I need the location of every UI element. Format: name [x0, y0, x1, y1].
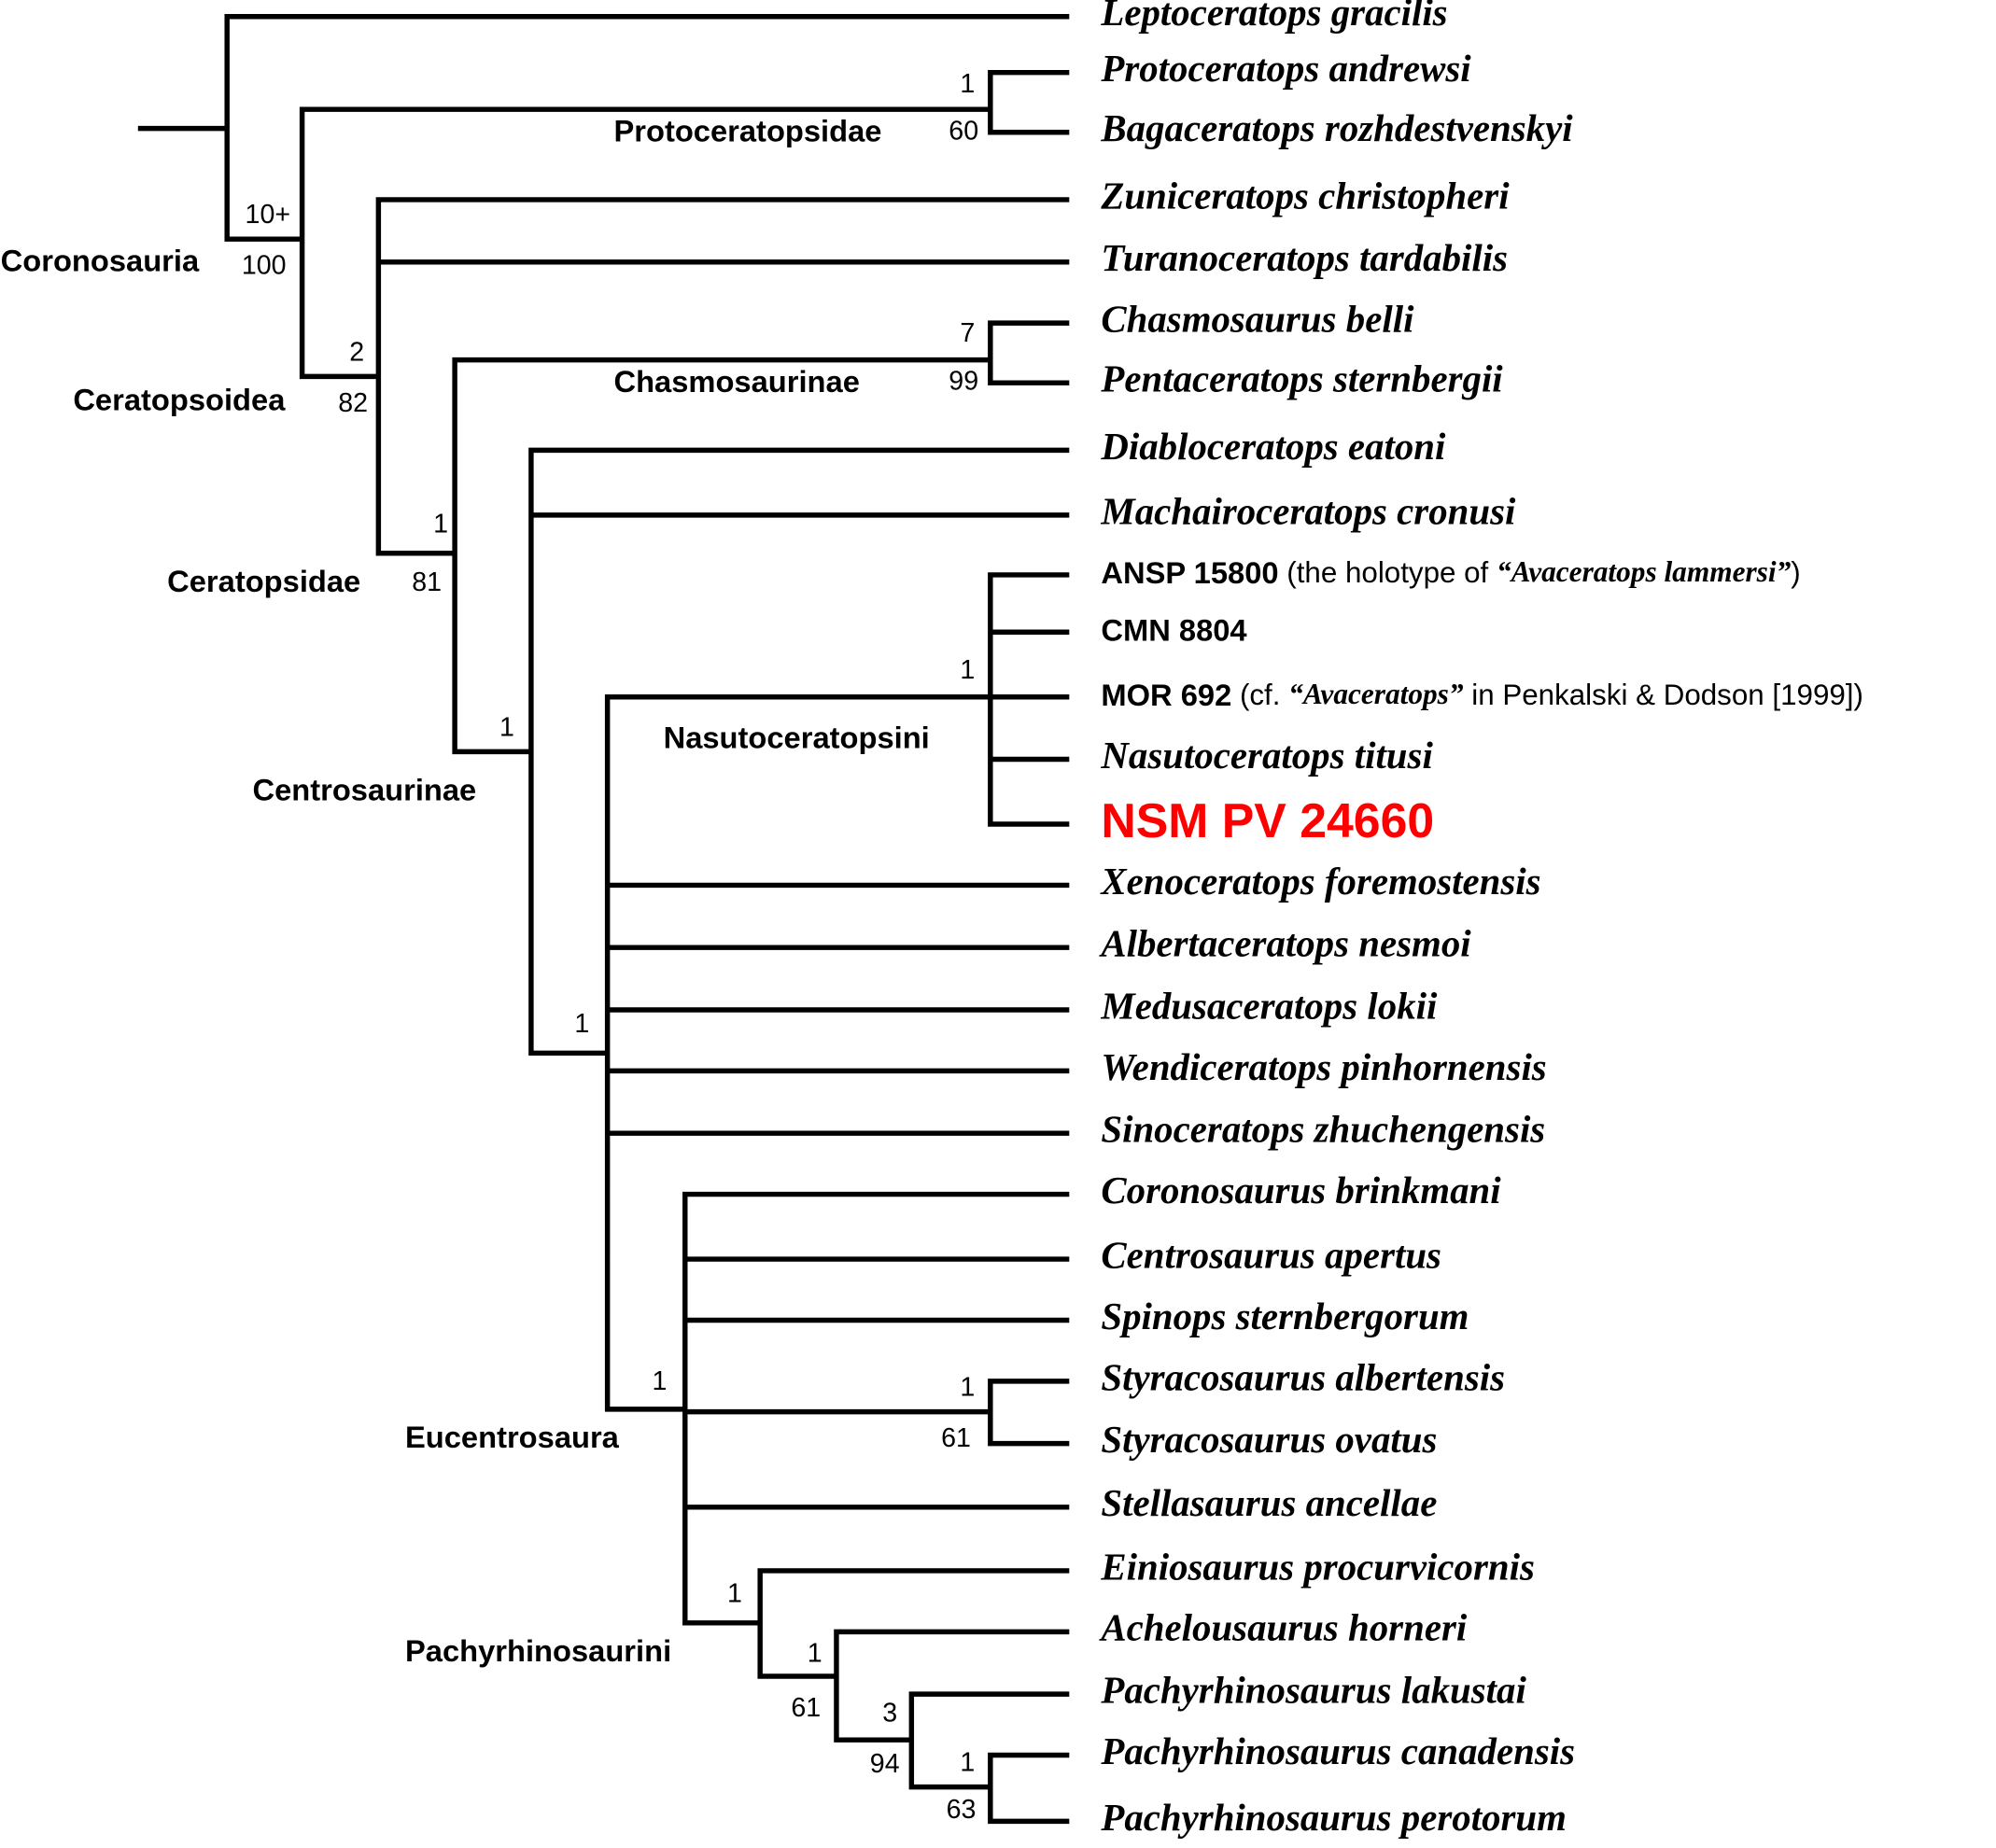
taxon-label-part: in Penkalski & Dodson [1999])	[1464, 679, 1863, 711]
bremer-support: 3	[882, 1698, 897, 1728]
bremer-support: 1	[960, 655, 975, 685]
taxon-label: Zuniceratops christopheri	[1100, 175, 1510, 217]
taxon-label: Pentaceratops sternbergii	[1100, 358, 1503, 400]
taxon-label: Turanoceratops tardabilis	[1101, 237, 1508, 279]
taxon-label: Medusaceratops lokii	[1100, 985, 1438, 1027]
taxon-label: Leptoceratops gracilis	[1100, 0, 1447, 34]
taxon-label: Wendiceratops pinhornensis	[1101, 1046, 1546, 1088]
taxon-label: CMN 8804	[1101, 612, 1246, 647]
taxon-label-part: NSM PV 24660	[1101, 793, 1434, 847]
clade-label: Coronosauria	[1, 244, 200, 278]
bootstrap-support: 100	[242, 251, 287, 281]
bremer-support: 1	[808, 1638, 822, 1668]
clade-label: Centrosaurinae	[252, 773, 476, 807]
taxon-label-part: )	[1791, 556, 1800, 589]
taxon-label: Pachyrhinosaurus lakustai	[1100, 1669, 1526, 1711]
clade-label: Eucentrosaura	[405, 1420, 620, 1454]
bremer-support: 7	[960, 318, 975, 348]
taxon-label: Coronosaurus brinkmani	[1101, 1169, 1501, 1211]
taxon-label: ANSP 15800 (the holotype of “Avaceratops…	[1101, 555, 1800, 590]
bremer-support: 1	[499, 712, 514, 742]
taxon-label: Styracosaurus albertensis	[1101, 1356, 1505, 1398]
bootstrap-support: 63	[947, 1795, 977, 1825]
clade-label: Chasmosaurinae	[613, 364, 859, 399]
bootstrap-support: 94	[870, 1749, 900, 1779]
taxon-label-part: “Avaceratops lammersi”	[1497, 555, 1792, 588]
taxon-label: NSM PV 24660	[1101, 793, 1434, 847]
taxon-label-part: CMN 8804	[1101, 612, 1246, 647]
bootstrap-support: 82	[338, 388, 368, 418]
clade-label: Nasutoceratopsini	[664, 721, 930, 755]
taxon-label-part: ANSP 15800	[1101, 555, 1278, 590]
taxon-label-part: MOR 692	[1101, 677, 1231, 711]
taxon-label: Stellasaurus ancellae	[1101, 1482, 1437, 1524]
bremer-support: 1	[433, 509, 448, 539]
bremer-support: 1	[960, 1748, 975, 1778]
clade-label: Protoceratopsidae	[613, 114, 881, 148]
bremer-support: 1	[727, 1578, 742, 1608]
taxon-label-part: (cf.	[1231, 679, 1288, 711]
taxon-label: Sinoceratops zhuchengensis	[1101, 1109, 1545, 1151]
taxon-label: Centrosaurus apertus	[1101, 1234, 1441, 1276]
clade-label: Pachyrhinosaurini	[405, 1633, 671, 1668]
bremer-support: 1	[960, 1373, 975, 1403]
taxon-label: Pachyrhinosaurus perotorum	[1100, 1797, 1567, 1839]
bootstrap-support: 61	[941, 1423, 971, 1453]
taxon-label: Spinops sternbergorum	[1101, 1295, 1469, 1337]
taxon-label: Bagaceratops rozhdestvenskyi	[1100, 107, 1573, 149]
bremer-support: 1	[960, 69, 975, 99]
taxon-label: Diabloceratops eatoni	[1100, 426, 1446, 468]
taxon-label: Achelousaurus horneri	[1098, 1607, 1468, 1649]
bremer-support: 2	[349, 337, 364, 367]
bremer-support: 1	[574, 1009, 589, 1039]
clade-label: Ceratopsidae	[167, 564, 360, 598]
taxon-label: Albertaceratops nesmoi	[1098, 923, 1471, 965]
taxon-label: Styracosaurus ovatus	[1101, 1419, 1437, 1461]
taxon-label: Nasutoceratops titusi	[1100, 735, 1433, 777]
taxon-label: MOR 692 (cf. “Avaceratops” in Penkalski …	[1101, 677, 1863, 711]
bootstrap-support: 60	[949, 116, 978, 146]
taxon-label: Protoceratops andrewsi	[1100, 48, 1471, 90]
bootstrap-support: 61	[791, 1693, 821, 1723]
taxon-label: Pachyrhinosaurus canadensis	[1100, 1730, 1575, 1772]
bootstrap-support: 81	[412, 567, 442, 597]
branches	[137, 13, 1070, 1825]
taxon-label: Einiosaurus procurvicornis	[1100, 1546, 1535, 1588]
clade-label: Ceratopsoidea	[73, 382, 286, 416]
taxon-label-part: (the holotype of	[1279, 556, 1497, 589]
bremer-support: 1	[653, 1366, 668, 1396]
taxon-label-part: “Avaceratops”	[1288, 678, 1464, 710]
taxon-label: Machairoceratops cronusi	[1100, 490, 1516, 532]
taxon-label: Xenoceratops foremostensis	[1099, 861, 1540, 903]
bootstrap-support: 99	[949, 367, 978, 397]
taxon-label: Chasmosaurus belli	[1101, 299, 1414, 341]
bremer-support: 10+	[246, 200, 291, 230]
